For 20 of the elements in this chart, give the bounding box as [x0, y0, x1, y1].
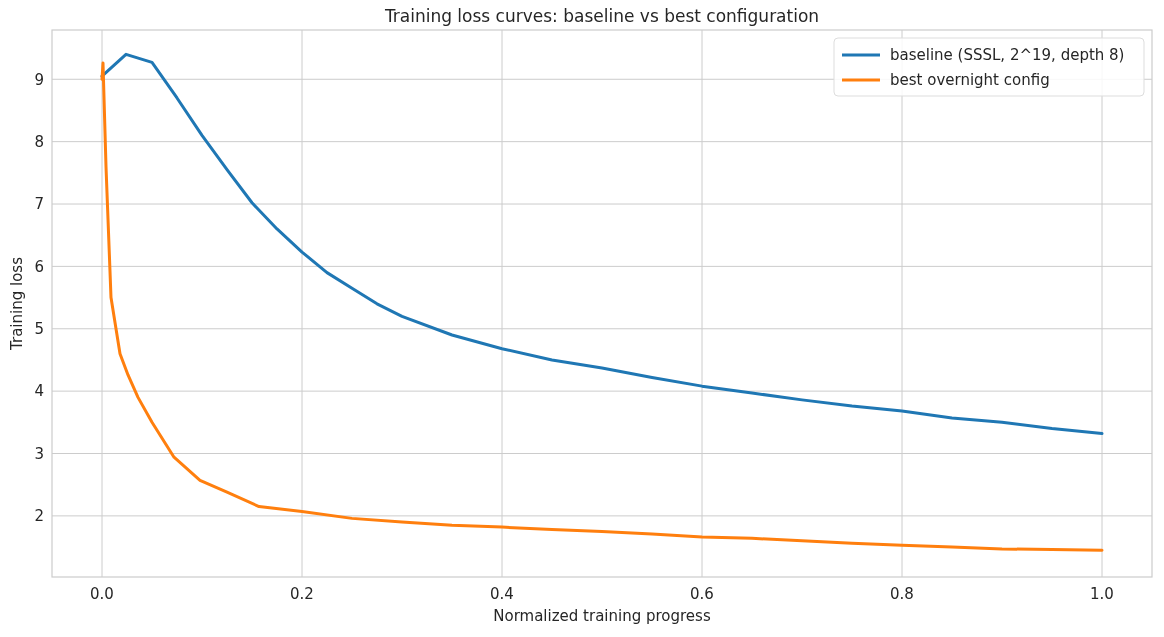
x-tick-label: 0.6: [690, 585, 714, 603]
x-tick-label: 0.8: [890, 585, 914, 603]
legend-label: baseline (SSSL, 2^19, depth 8): [890, 46, 1125, 65]
chart-title: Training loss curves: baseline vs best configuration: [383, 6, 820, 26]
y-tick-label: 5: [34, 320, 44, 339]
legend-label: best overnight config: [890, 71, 1050, 90]
y-tick-label: 3: [34, 444, 44, 463]
y-tick-label: 9: [34, 70, 44, 89]
y-tick-label: 6: [34, 257, 44, 276]
y-tick-label: 4: [34, 382, 44, 401]
line-series: [100, 61, 1104, 552]
x-axis-title: Normalized training progress: [493, 607, 711, 625]
x-tick-label: 0.4: [490, 585, 514, 603]
x-tick-label: 0.2: [290, 585, 314, 603]
x-tick-label: 0.0: [90, 585, 114, 603]
x-tick-label: 1.0: [1090, 585, 1114, 603]
y-tick-label: 7: [34, 195, 44, 214]
y-tick-label: 8: [34, 132, 44, 151]
y-axis-title: Training loss: [8, 256, 26, 351]
y-tick-label: 2: [34, 507, 44, 526]
